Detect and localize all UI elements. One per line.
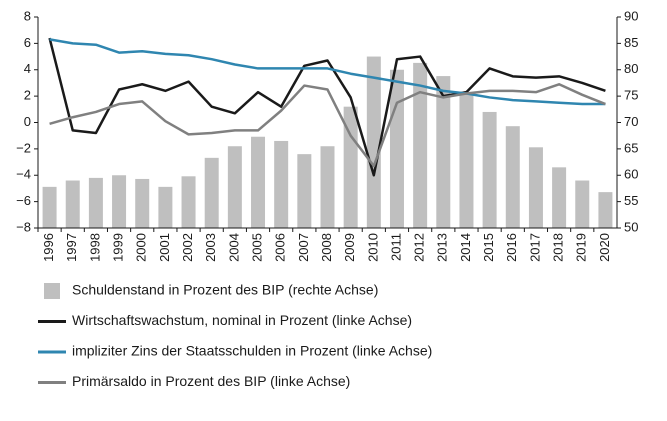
y-tick-label: 4 [24, 61, 31, 76]
x-tick-label: 2017 [527, 233, 542, 262]
bar [598, 192, 613, 228]
line [49, 38, 606, 106]
legend-swatch [44, 283, 60, 299]
x-tick-label: 2007 [296, 233, 311, 262]
x-tick-label: 2002 [180, 233, 195, 262]
legend-label: Wirtschaftswachstum, nominal in Prozent … [72, 312, 412, 328]
line [48, 37, 606, 177]
y-tick-label: 8 [24, 8, 31, 23]
bar [366, 56, 381, 228]
x-tick-label: 2006 [273, 233, 288, 262]
bar [575, 180, 590, 228]
x-tick-label: 1997 [64, 233, 79, 262]
y2-tick-label: 55 [624, 193, 638, 208]
bar [505, 126, 520, 228]
x-tick-label: 2004 [226, 233, 241, 262]
y-tick-label: −6 [16, 193, 31, 208]
x-tick-label: 2009 [342, 233, 357, 262]
bar [413, 62, 428, 228]
y-tick-label: 6 [24, 35, 31, 50]
x-tick-label: 1996 [41, 233, 56, 262]
bar [297, 154, 312, 228]
x-tick-label: 2003 [203, 233, 218, 262]
y-tick-label: −4 [16, 167, 31, 182]
x-tick-label: 2020 [597, 233, 612, 262]
bar [42, 186, 57, 228]
y2-tick-label: 70 [624, 114, 638, 129]
y2-tick-label: 85 [624, 35, 638, 50]
bar [158, 186, 173, 228]
legend-label: impliziter Zins der Staatsschulden in Pr… [72, 343, 432, 359]
bar [88, 177, 103, 228]
bar [320, 146, 335, 228]
bar [552, 167, 567, 228]
bar [204, 157, 219, 228]
y2-tick-label: 50 [624, 219, 638, 234]
x-tick-label: 2013 [435, 233, 450, 262]
y2-tick-label: 90 [624, 8, 638, 23]
y-tick-label: 2 [24, 88, 31, 103]
legend-label: Schuldenstand in Prozent des BIP (rechte… [72, 282, 378, 298]
bar [227, 146, 242, 228]
bar [436, 76, 451, 228]
bar [251, 136, 266, 228]
bar [389, 69, 404, 228]
x-tick-label: 2014 [458, 233, 473, 262]
x-tick-label: 2012 [412, 233, 427, 262]
x-tick-label: 2018 [551, 233, 566, 262]
bar [528, 147, 543, 228]
legend-label: Primärsaldo in Prozent des BIP (linke Ac… [72, 373, 350, 389]
x-tick-label: 2000 [134, 233, 149, 262]
x-tick-label: 2016 [504, 233, 519, 262]
y2-tick-label: 65 [624, 140, 638, 155]
line [49, 83, 606, 168]
bar [274, 140, 289, 228]
y-tick-label: −8 [16, 219, 31, 234]
x-tick-label: 2011 [388, 233, 403, 261]
y2-tick-label: 80 [624, 61, 638, 76]
x-tick-label: 1998 [87, 233, 102, 262]
y2-tick-label: 60 [624, 167, 638, 182]
x-tick-label: 2001 [157, 233, 172, 262]
x-tick-label: 2019 [574, 233, 589, 262]
bar [482, 111, 497, 228]
x-tick-label: 2010 [365, 233, 380, 262]
x-tick-label: 2015 [481, 233, 496, 262]
y-tick-label: −2 [16, 140, 31, 155]
bar [65, 180, 80, 228]
y-tick-label: 0 [24, 114, 31, 129]
bar [459, 93, 474, 228]
y2-tick-label: 75 [624, 88, 638, 103]
bar [181, 176, 196, 228]
bar [135, 178, 150, 228]
x-tick-label: 1999 [110, 233, 125, 262]
bar [343, 106, 358, 228]
bar [112, 175, 127, 228]
x-tick-label: 2005 [249, 233, 264, 262]
x-tick-label: 2008 [319, 233, 334, 262]
